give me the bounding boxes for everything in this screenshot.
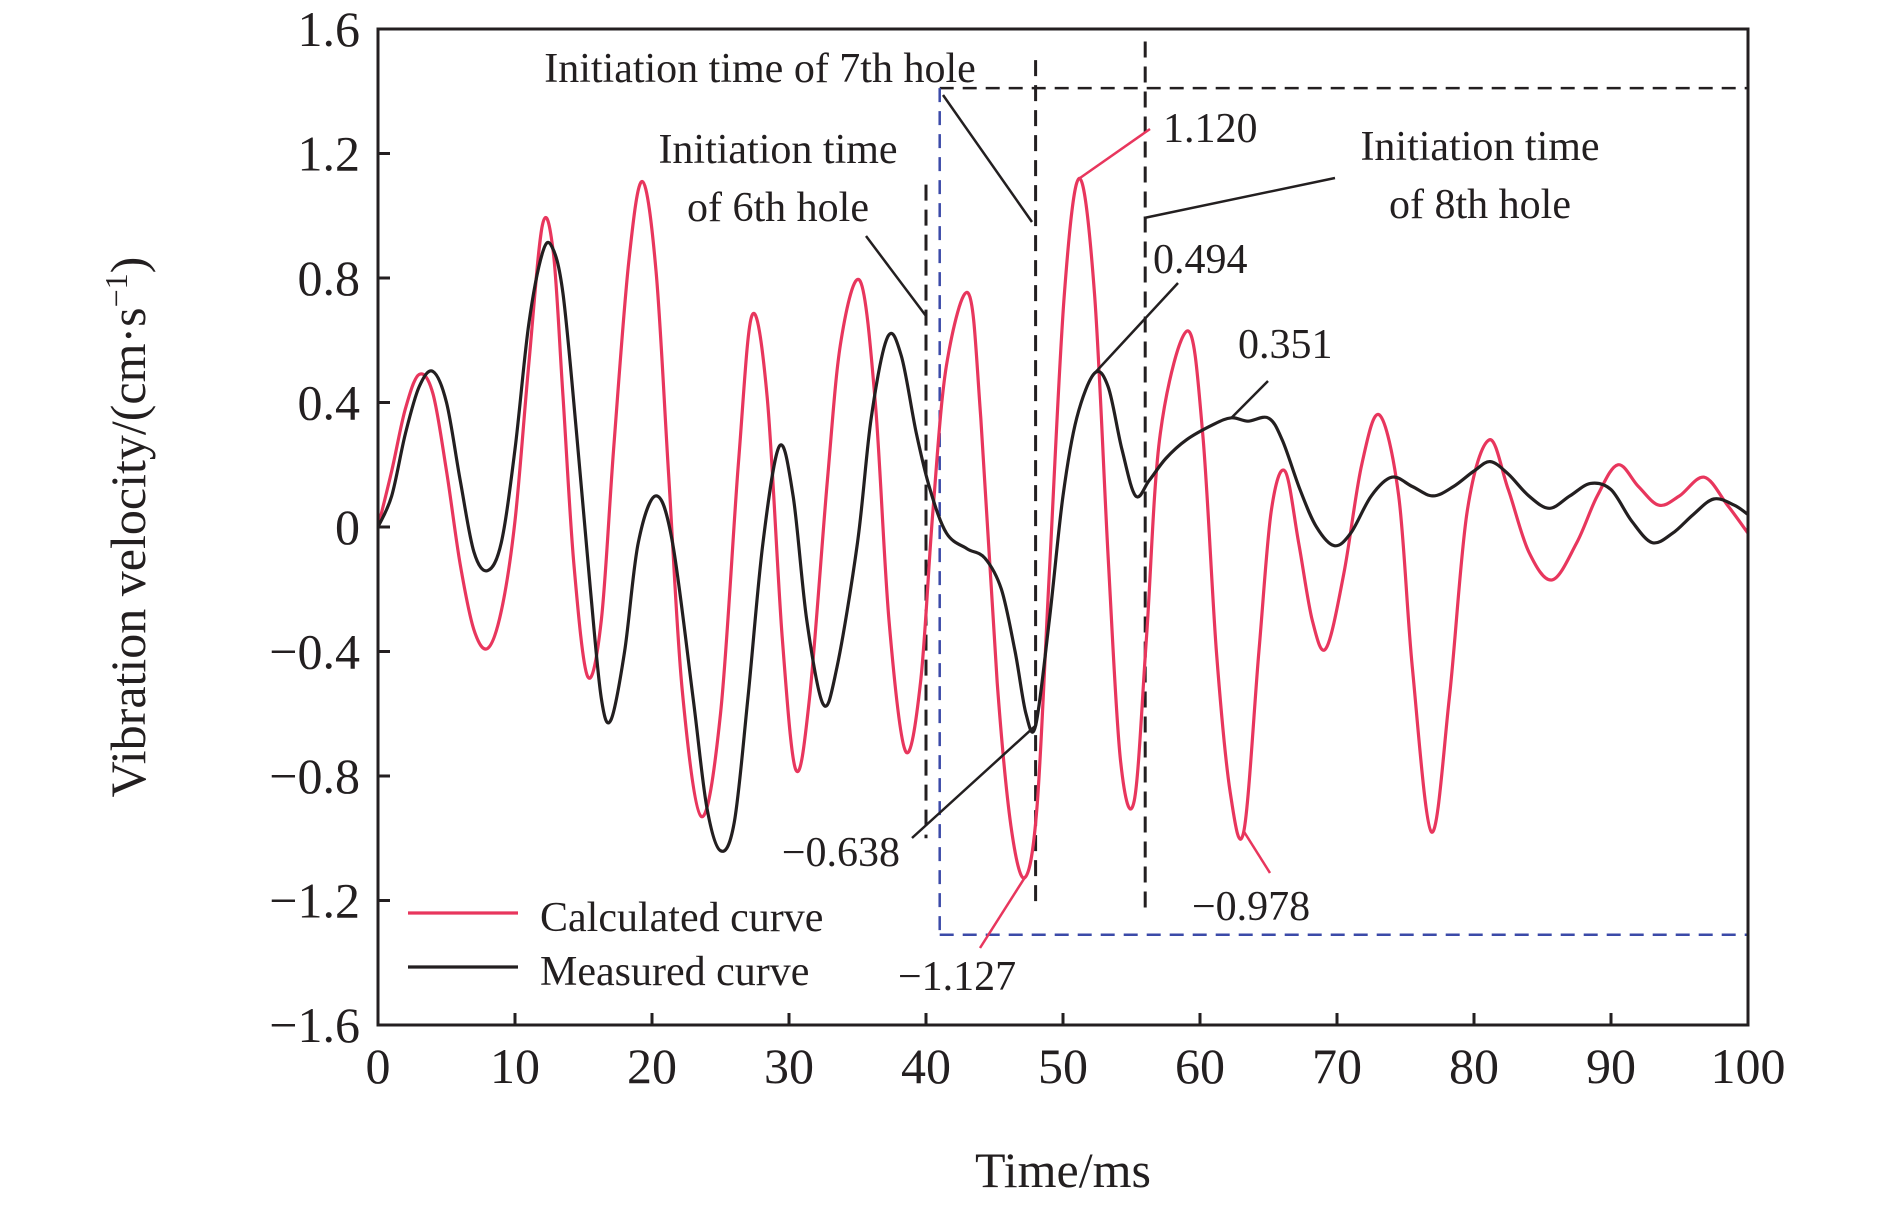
x-tick-label: 100 bbox=[1711, 1038, 1786, 1094]
annotation-8th-hole-line2: of 8th hole bbox=[1389, 182, 1571, 228]
x-tick-label: 40 bbox=[901, 1038, 951, 1094]
annotation-6th-hole-line1: Initiation time bbox=[658, 127, 897, 173]
leader-0638 bbox=[911, 724, 1037, 839]
annotation-0494: 0.494 bbox=[1153, 237, 1248, 283]
leader-7th-hole bbox=[941, 94, 1034, 223]
y-tick-label: −1.2 bbox=[269, 873, 360, 929]
x-axis-label: Time/ms bbox=[975, 1142, 1151, 1198]
legend-label-calculated: Calculated curve bbox=[540, 895, 823, 941]
annotation-0351: 0.351 bbox=[1238, 322, 1333, 368]
leader-0351 bbox=[1230, 380, 1269, 419]
leader-1127 bbox=[978, 877, 1026, 949]
annotation-8th-hole-line1: Initiation time bbox=[1360, 124, 1599, 170]
legend: Calculated curve Measured curve bbox=[408, 895, 823, 995]
annotation-1120: 1.120 bbox=[1163, 106, 1258, 152]
annotation-0638: −0.638 bbox=[782, 830, 900, 876]
x-tick-label: 30 bbox=[764, 1038, 814, 1094]
leader-0494 bbox=[1093, 282, 1179, 375]
y-tick-label: 0 bbox=[335, 499, 360, 555]
x-tick-label: 50 bbox=[1038, 1038, 1088, 1094]
y-tick-label: 1.2 bbox=[298, 126, 361, 182]
leader-0978 bbox=[1242, 830, 1272, 874]
y-axis-label-main: Vibration velocity/(cm·s bbox=[100, 307, 156, 797]
leader-8th-hole bbox=[1143, 176, 1336, 220]
y-tick-label: 0.4 bbox=[298, 375, 361, 431]
y-tick-label: 0.8 bbox=[298, 250, 361, 306]
series-layer bbox=[376, 176, 1750, 880]
annotation-6th-hole-line2: of 6th hole bbox=[687, 185, 869, 231]
annotation-7th-hole: Initiation time of 7th hole bbox=[544, 46, 976, 92]
y-axis-label: Vibration velocity/(cm·s−1) bbox=[98, 257, 156, 798]
annotations-layer: Initiation time of 6th hole Initiation tim… bbox=[544, 46, 1599, 1000]
leader-1120 bbox=[1078, 127, 1151, 180]
x-tick-label: 20 bbox=[627, 1038, 677, 1094]
x-tick-label: 0 bbox=[366, 1038, 391, 1094]
x-tick-label: 10 bbox=[490, 1038, 540, 1094]
y-tick-label: −0.8 bbox=[269, 748, 360, 804]
annotation-1127: −1.127 bbox=[898, 954, 1016, 1000]
calculated-curve-line bbox=[376, 176, 1750, 880]
measured-curve-line bbox=[376, 240, 1749, 853]
x-tick-label: 60 bbox=[1175, 1038, 1225, 1094]
x-tick-label: 80 bbox=[1449, 1038, 1499, 1094]
initiation-lines-layer bbox=[924, 41, 1147, 910]
y-tick-label: 1.6 bbox=[298, 1, 361, 57]
y-tick-label: −1.6 bbox=[269, 997, 360, 1053]
x-tick-label: 70 bbox=[1312, 1038, 1362, 1094]
annotation-0978: −0.978 bbox=[1192, 884, 1310, 930]
y-axis-label-close: ) bbox=[100, 257, 156, 274]
plot-frame bbox=[376, 27, 1750, 1027]
x-tick-label: 90 bbox=[1586, 1038, 1636, 1094]
legend-label-measured: Measured curve bbox=[540, 949, 809, 995]
y-axis-label-superscript: −1 bbox=[98, 273, 134, 307]
ticks-layer: 0 10 20 30 40 50 60 70 80 90 100 1.6 1.2 0.8 0.4 0 −0.4 −… bbox=[269, 1, 1785, 1094]
leader-6th-hole bbox=[865, 235, 927, 317]
y-tick-label: −0.4 bbox=[269, 624, 360, 680]
